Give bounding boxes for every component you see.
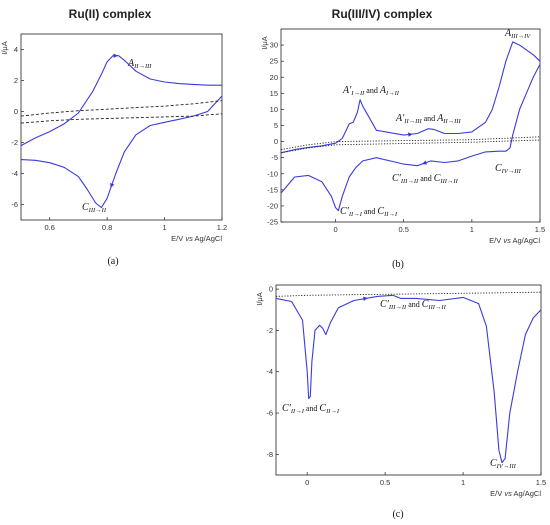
plot-frame-a: [20, 33, 223, 221]
scan-direction-arrow-b: [408, 132, 413, 137]
series-a-2: [20, 100, 223, 117]
x-tick-label-a: 1: [162, 223, 166, 232]
series-a-0: [20, 55, 222, 147]
y-tick-label-a: -6: [11, 200, 18, 209]
series-b-0: [280, 41, 541, 154]
annotation-a-cathodic: CIII→II: [82, 202, 107, 214]
y-tick-label-b: -10: [267, 169, 278, 178]
x-tick-label-b: 0: [333, 225, 337, 234]
x-axis-label-a: E/V vs Ag/AgCl: [171, 234, 222, 243]
x-tick-label-b: 1: [470, 225, 474, 234]
x-tick-label-c: 0.5: [380, 478, 390, 487]
series-b-3: [280, 139, 541, 154]
y-tick-label-b: 20: [270, 73, 278, 82]
y-tick-label-c: -4: [266, 367, 273, 376]
series-c-0: [275, 294, 542, 464]
x-tick-label-b: 1.5: [535, 225, 545, 234]
title-ru2: Ru(II) complex: [69, 7, 152, 21]
x-axis-label-b: E/V vs Ag/AgCl: [489, 236, 540, 245]
y-tick-label-c: -2: [266, 326, 273, 335]
annotation-c-2: C′III→II and CIII→II: [380, 299, 447, 311]
x-tick-label-a: 1.2: [217, 223, 227, 232]
y-tick-label-a: 0: [14, 107, 18, 116]
title-ru34: Ru(III/IV) complex: [332, 7, 433, 21]
plot-frame-c: [275, 284, 542, 476]
x-tick-label-a: 0.6: [44, 223, 54, 232]
scan-direction-arrow-c: [363, 296, 368, 301]
y-tick-label-b: -5: [271, 153, 278, 162]
x-tick-label-b: 0.5: [398, 225, 408, 234]
x-tick-label-c: 0: [305, 478, 309, 487]
annotation-b-anodic-1: A′I→II and AI→II: [342, 85, 400, 97]
series-c-1: [275, 291, 542, 297]
y-tick-label-c: -6: [266, 409, 273, 418]
plot-frame-b: [280, 28, 541, 223]
annotation-b-cathodic-1: C′II→I and CII→I: [340, 206, 398, 218]
y-tick-label-b: 15: [270, 89, 278, 98]
panel-label-a: (a): [107, 256, 118, 267]
x-tick-label-a: 0.8: [102, 223, 112, 232]
y-tick-label-b: -20: [267, 201, 278, 210]
x-tick-label-c: 1: [461, 478, 465, 487]
x-axis-label-c: E/V vs Ag/AgCl: [490, 489, 541, 498]
annotation-a-anodic: AII→III: [127, 58, 152, 70]
series-b-2: [280, 136, 541, 151]
y-tick-label-c: 0: [269, 285, 273, 294]
series-b-1: [280, 64, 541, 212]
y-axis-label-a: I/μA: [0, 41, 9, 55]
y-tick-label-b: 10: [270, 105, 278, 114]
y-tick-label-b: 25: [270, 57, 278, 66]
y-axis-label-c: I/μA: [255, 292, 264, 306]
annotation-c-3: CIV→III: [490, 458, 517, 470]
y-tick-label-a: -4: [11, 169, 18, 178]
y-axis-label-b: I/μA: [260, 36, 269, 50]
y-tick-label-c: -8: [266, 450, 273, 459]
scan-direction-arrow-a: [110, 183, 115, 189]
panel-label-b: (b): [392, 259, 404, 270]
y-tick-label-b: -25: [267, 218, 278, 227]
annotation-b-anodic-2: A′II→III and AII→III: [395, 113, 461, 125]
series-a-3: [20, 113, 223, 124]
y-tick-label-a: -2: [11, 138, 18, 147]
y-tick-label-b: -15: [267, 185, 278, 194]
annotation-c-1: C′II→I and CII→I: [282, 403, 340, 415]
annotation-b-cathodic-2: C′III→II and CIII→II: [392, 173, 459, 185]
x-tick-label-c: 1.5: [536, 478, 546, 487]
annotation-b-cathodic-3: CIV→III: [495, 163, 522, 175]
y-tick-label-a: 2: [14, 76, 18, 85]
y-tick-label-b: 0: [274, 137, 278, 146]
y-tick-label-b: 5: [274, 121, 278, 130]
panel-label-c: (c): [392, 509, 403, 520]
scan-direction-arrow-a: [113, 53, 119, 58]
y-tick-label-a: 4: [14, 45, 18, 54]
scan-direction-arrow-b: [422, 160, 427, 165]
y-tick-label-b: 30: [270, 41, 278, 50]
annotation-b-anodic-3: AIII→IV: [504, 28, 531, 40]
